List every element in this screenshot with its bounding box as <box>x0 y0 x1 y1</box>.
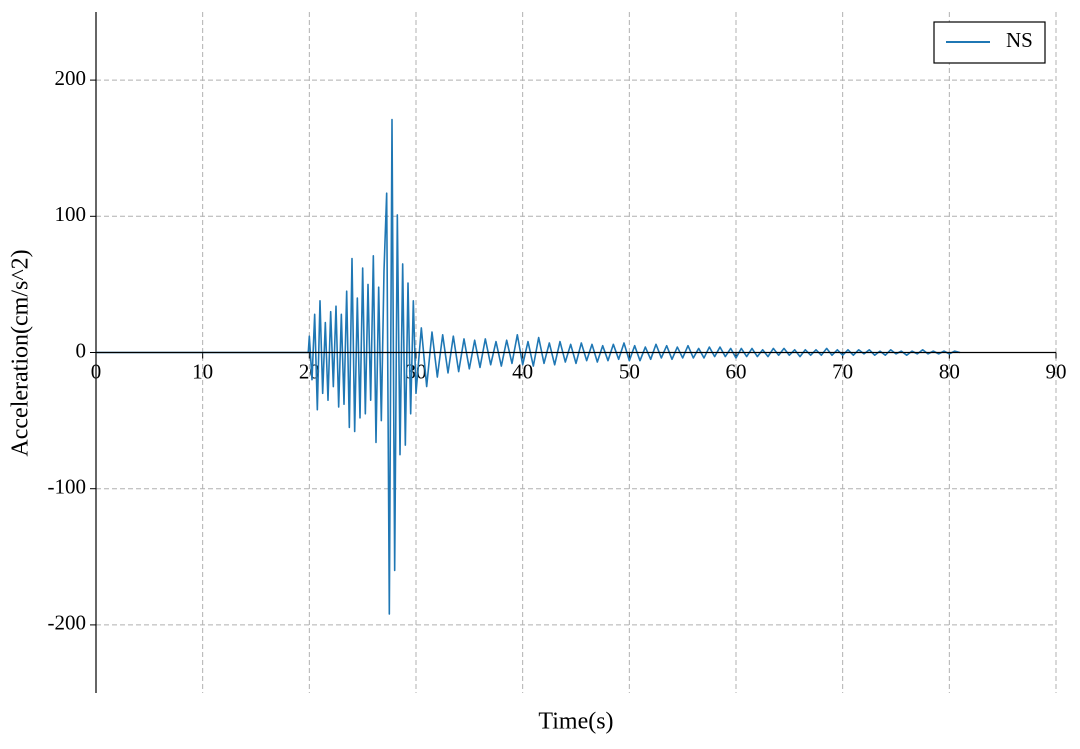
x-tick-label: 90 <box>1046 359 1067 383</box>
x-tick-label: 10 <box>192 359 213 383</box>
legend-label: NS <box>1006 28 1033 52</box>
x-tick-label: 20 <box>299 359 320 383</box>
x-tick-label: 60 <box>726 359 747 383</box>
y-tick-label: -200 <box>48 611 87 635</box>
data-line <box>96 118 961 615</box>
x-tick-label: 70 <box>832 359 853 383</box>
y-tick-label: 100 <box>55 202 87 226</box>
x-tick-label: 80 <box>939 359 960 383</box>
y-axis-label: Acceleration(cm/s^2) <box>8 249 34 456</box>
x-tick-label: 40 <box>512 359 533 383</box>
x-axis-label: Time(s) <box>538 709 613 735</box>
y-tick-label: -100 <box>48 475 87 499</box>
y-tick-label: 0 <box>76 338 87 362</box>
x-tick-label: 50 <box>619 359 640 383</box>
y-tick-label: 200 <box>55 66 87 90</box>
